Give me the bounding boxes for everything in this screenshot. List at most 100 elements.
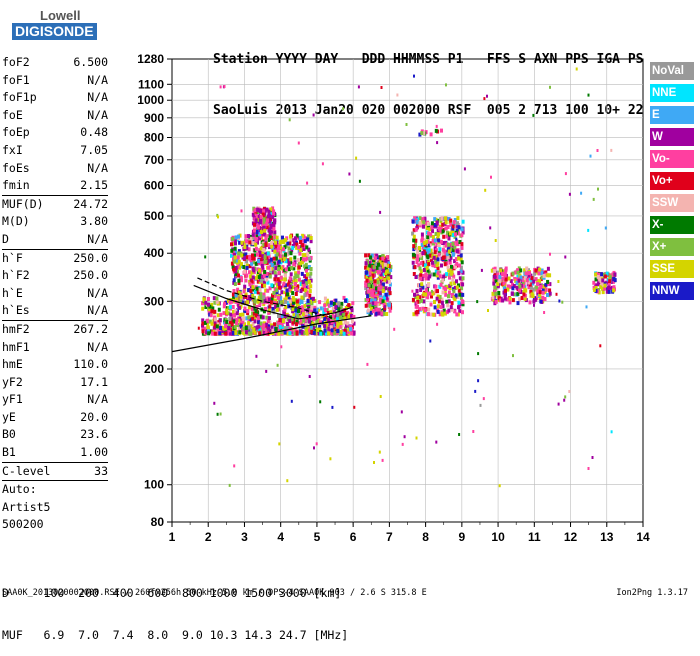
echo-point (261, 326, 265, 331)
echo-point (412, 244, 416, 249)
echo-point (424, 272, 428, 277)
echo-point (385, 275, 389, 280)
echo-point (262, 242, 266, 247)
echo-point (314, 317, 317, 322)
echo-point (262, 309, 266, 314)
echo-point (548, 273, 552, 278)
echo-point (342, 331, 346, 336)
echo-point (255, 229, 259, 234)
echo-point (592, 285, 596, 290)
param-row: fxI 7.05 (2, 142, 108, 160)
echo-point (548, 291, 552, 296)
echo-point (235, 321, 239, 326)
echo-point (237, 273, 240, 278)
logo-lowell: Lowell (40, 8, 81, 23)
noise-point (380, 86, 383, 89)
echo-point (263, 330, 267, 335)
echo-point (413, 292, 416, 297)
echo-point (498, 279, 502, 284)
echo-point (303, 239, 307, 244)
echo-point (428, 227, 432, 232)
echo-point (294, 287, 298, 292)
echo-point (271, 206, 275, 211)
echo-point (293, 328, 297, 333)
echo-point (343, 316, 347, 321)
echo-point (448, 257, 452, 262)
echo-point (368, 263, 372, 268)
y-tick-label: 300 (144, 294, 164, 308)
echo-point (304, 278, 308, 283)
echo-point (310, 329, 314, 334)
echo-point (284, 273, 287, 278)
echo-point (312, 326, 316, 331)
echo-point (299, 326, 303, 331)
noise-point (405, 123, 408, 126)
echo-point (608, 274, 612, 279)
noise-point (458, 433, 461, 436)
echo-point (268, 237, 271, 242)
echo-point (250, 261, 254, 266)
echo-point (268, 304, 272, 309)
echo-point (412, 234, 416, 239)
echo-point (282, 314, 286, 319)
echo-point (268, 274, 272, 279)
param-row: foF1p N/A (2, 89, 108, 107)
echo-point (215, 324, 219, 329)
echo-point (272, 242, 276, 247)
param-row: yF2 17.1 (2, 374, 108, 392)
noise-point (455, 237, 458, 241)
echo-point (350, 313, 353, 318)
noise-point (308, 375, 311, 378)
echo-point (282, 257, 286, 262)
echo-point (369, 276, 373, 281)
echo-point (291, 307, 295, 312)
echo-point (459, 255, 463, 260)
echo-point (271, 210, 275, 215)
echo-point (250, 307, 254, 312)
echo-point (594, 286, 598, 290)
param-name: foF1 (2, 72, 30, 87)
echo-point (276, 285, 280, 290)
echo-point (389, 275, 393, 280)
echo-point (233, 324, 237, 329)
echo-point (313, 305, 317, 310)
echo-point (429, 132, 433, 137)
echo-point (540, 275, 544, 280)
echo-point (431, 291, 435, 296)
echo-point (415, 288, 419, 293)
echo-point (367, 293, 371, 298)
echo-point (385, 279, 389, 284)
echo-point (434, 284, 438, 289)
echo-point (493, 289, 497, 294)
noise-point (276, 363, 279, 367)
echo-point (509, 279, 513, 284)
param-value: 33 (94, 463, 108, 478)
echo-point (455, 239, 459, 244)
echo-point (277, 265, 281, 269)
echo-point (492, 277, 496, 282)
echo-point (434, 259, 438, 264)
echo-point (277, 246, 280, 251)
echo-point (254, 242, 258, 247)
echo-point (296, 258, 300, 263)
echo-point (269, 210, 273, 215)
version-label: Ion2Png 1.3.17 (616, 588, 688, 598)
echo-point (377, 307, 381, 312)
echo-point (277, 259, 281, 264)
echo-point (538, 267, 542, 272)
echo-point (261, 278, 265, 283)
echo-point (286, 241, 290, 246)
echo-point (237, 281, 241, 285)
echo-point (444, 243, 448, 248)
echo-point (612, 285, 616, 290)
noise-point (498, 484, 501, 488)
echo-point (237, 234, 240, 239)
echo-point (302, 318, 306, 323)
echo-point (243, 269, 247, 274)
echo-point (607, 285, 611, 290)
legend-item: NNW (650, 282, 694, 300)
echo-point (381, 285, 385, 290)
echo-point (532, 279, 536, 284)
echo-point (438, 226, 442, 231)
echo-point (306, 272, 309, 277)
